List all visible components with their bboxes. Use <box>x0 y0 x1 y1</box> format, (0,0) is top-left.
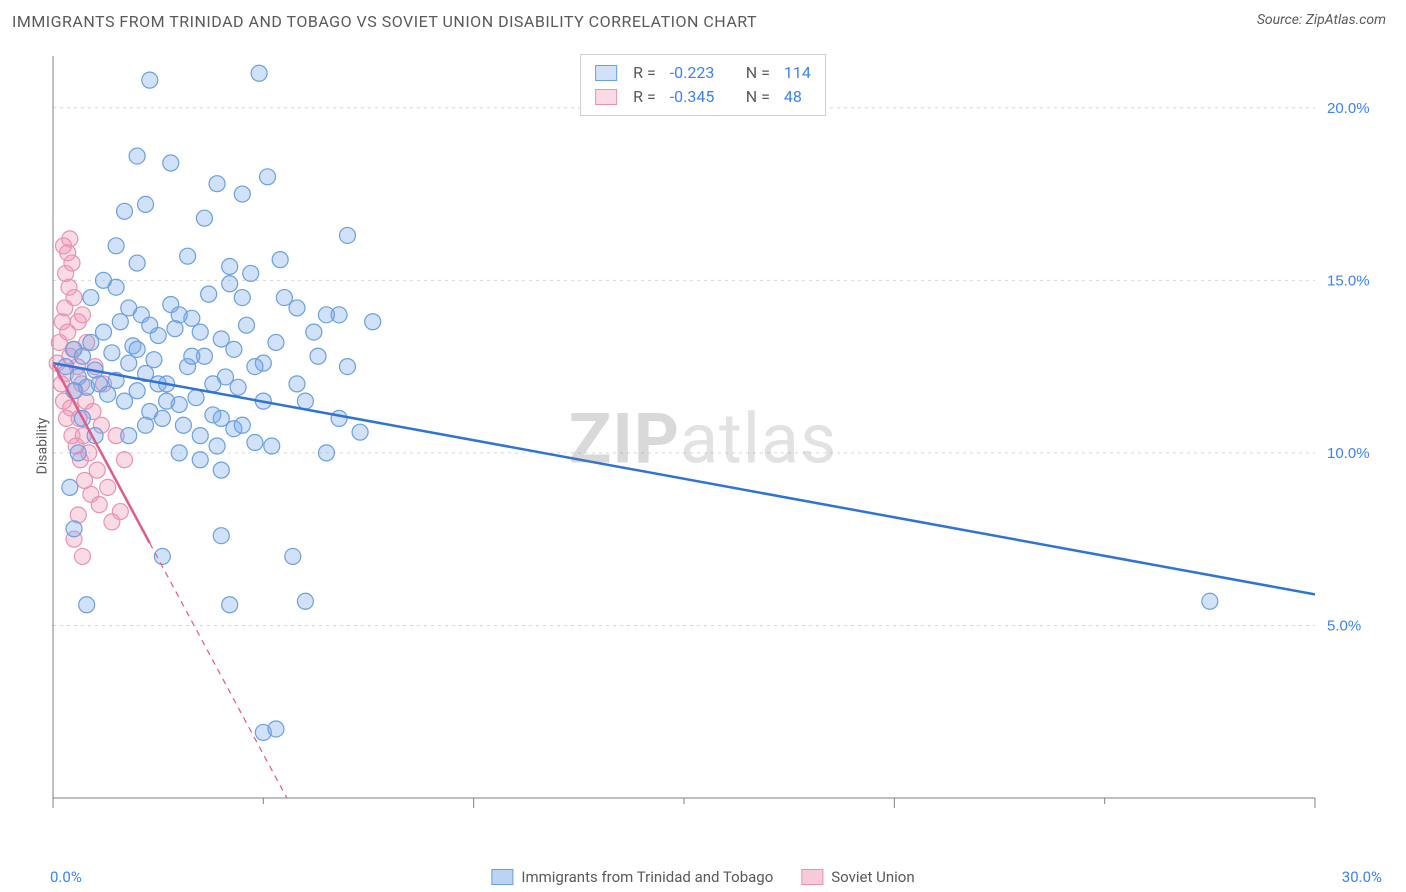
scatter-svg: 5.0% 10.0% 15.0% 20.0% <box>45 48 1385 838</box>
svg-text:15.0%: 15.0% <box>1327 272 1370 289</box>
legend-swatch <box>801 869 823 885</box>
legend-bottom-item: Soviet Union <box>801 868 914 886</box>
n-value: 114 <box>784 61 811 85</box>
legend-swatch <box>595 65 617 81</box>
legend-bottom-item: Immigrants from Trinidad and Tobago <box>491 868 773 886</box>
chart-header: IMMIGRANTS FROM TRINIDAD AND TOBAGO VS S… <box>0 0 1406 44</box>
r-value: -0.223 <box>670 61 726 85</box>
n-label: N = <box>746 85 770 109</box>
n-value: 48 <box>784 85 802 109</box>
x-axis-max-label: 30.0% <box>1342 868 1382 886</box>
x-axis-min-label: 0.0% <box>50 868 82 886</box>
chart-title: IMMIGRANTS FROM TRINIDAD AND TOBAGO VS S… <box>12 12 757 31</box>
legend-swatch <box>491 869 513 885</box>
legend-bottom: Immigrants from Trinidad and Tobago Sovie… <box>491 868 914 886</box>
r-label: R = <box>633 85 656 109</box>
legend-top: R = -0.223 N = 114 R = -0.345 N = 48 <box>580 54 826 116</box>
chart-source: Source: ZipAtlas.com <box>1257 12 1386 28</box>
n-label: N = <box>746 61 770 85</box>
legend-stat-row: R = -0.345 N = 48 <box>595 85 811 109</box>
legend-swatch <box>595 89 617 105</box>
svg-text:10.0%: 10.0% <box>1327 445 1370 462</box>
legend-bottom-label: Soviet Union <box>831 868 914 886</box>
r-value: -0.345 <box>670 85 726 109</box>
r-label: R = <box>633 61 656 85</box>
legend-stat-row: R = -0.223 N = 114 <box>595 61 811 85</box>
svg-text:5.0%: 5.0% <box>1327 617 1361 634</box>
plot-area: 5.0% 10.0% 15.0% 20.0% <box>45 48 1385 838</box>
svg-text:20.0%: 20.0% <box>1327 100 1370 117</box>
legend-bottom-label: Immigrants from Trinidad and Tobago <box>521 868 773 886</box>
